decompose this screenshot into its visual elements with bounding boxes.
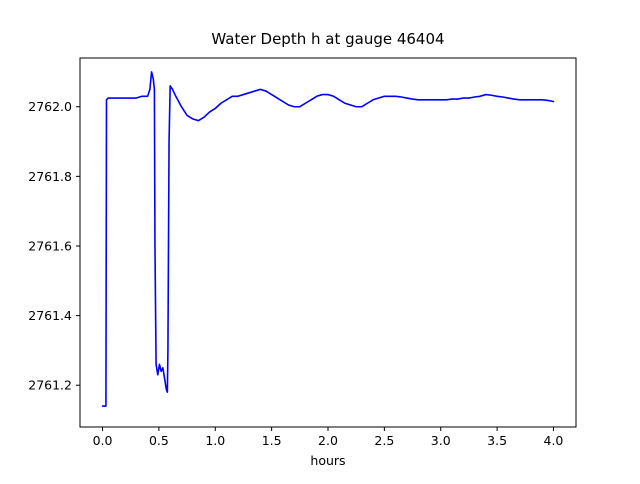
chart-title: Water Depth h at gauge 46404 [211, 30, 444, 48]
x-tick-label: 1.0 [205, 433, 225, 448]
x-tick-label: 2.0 [318, 433, 338, 448]
x-tick-label: 3.5 [487, 433, 507, 448]
y-tick-label: 2762.0 [28, 99, 72, 114]
water-depth-line-series [101, 71, 555, 407]
y-tick-label: 2761.6 [28, 238, 72, 253]
x-axis-ticks: 0.0 0.5 1.0 1.5 2.0 2.5 3.0 3.5 4.0 [93, 427, 564, 448]
x-axis-label: hours [310, 453, 345, 468]
y-tick-label: 2761.2 [28, 378, 72, 393]
y-axis-ticks: 2761.2 2761.4 2761.6 2761.8 2762.0 [28, 99, 80, 393]
x-tick-label: 3.0 [431, 433, 451, 448]
x-tick-label: 0.5 [149, 433, 169, 448]
y-tick-label: 2761.8 [28, 169, 72, 184]
x-tick-label: 1.5 [262, 433, 282, 448]
x-tick-label: 2.5 [374, 433, 394, 448]
y-tick-label: 2761.4 [28, 308, 72, 323]
x-tick-label: 0.0 [93, 433, 113, 448]
x-tick-label: 4.0 [544, 433, 564, 448]
